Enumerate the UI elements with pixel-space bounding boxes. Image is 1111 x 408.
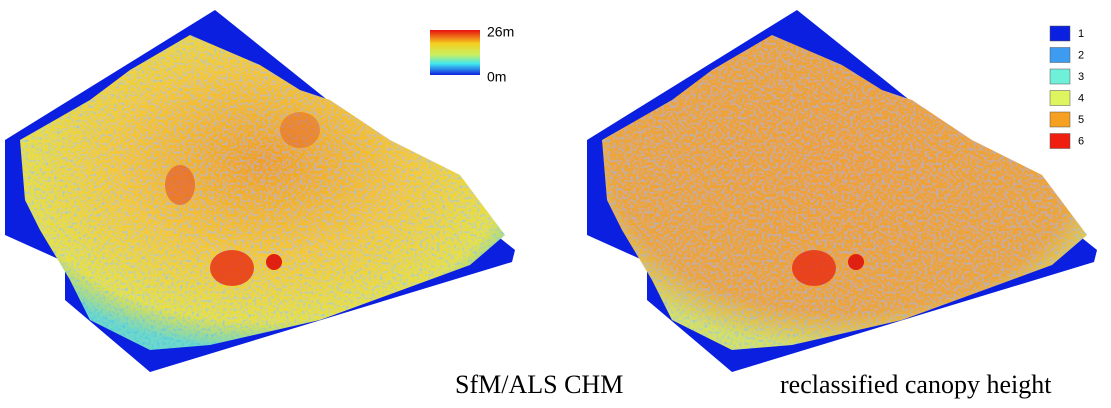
legend-label: 3: [1078, 71, 1084, 83]
legend-label: 1: [1078, 28, 1084, 40]
legend-swatch: [1050, 26, 1070, 41]
colorbar-max: 26m: [487, 24, 514, 40]
figure: 26m 0m 1 2 3 4 5 6 SfM/ALS CHM reclassified c…: [0, 0, 1111, 408]
legend-swatch: [1050, 112, 1070, 127]
legend-swatch: [1050, 91, 1070, 106]
legend-swatch: [1050, 69, 1070, 84]
caption: reclassified canopy height: [780, 370, 1052, 399]
legend-swatch: [1050, 134, 1070, 149]
legend-label: 2: [1078, 49, 1084, 61]
legend-label: 4: [1078, 92, 1084, 104]
legend-label: 6: [1078, 135, 1084, 147]
legend-label: 5: [1078, 114, 1084, 126]
caption: SfM/ALS CHM: [455, 370, 623, 399]
legend: 1 2 3 4 5 6: [1050, 26, 1084, 149]
colorbar-min: 0m: [487, 69, 506, 85]
legend-swatch: [1050, 48, 1070, 63]
colorbar: [430, 30, 480, 75]
reclassified-map: [587, 10, 1097, 372]
